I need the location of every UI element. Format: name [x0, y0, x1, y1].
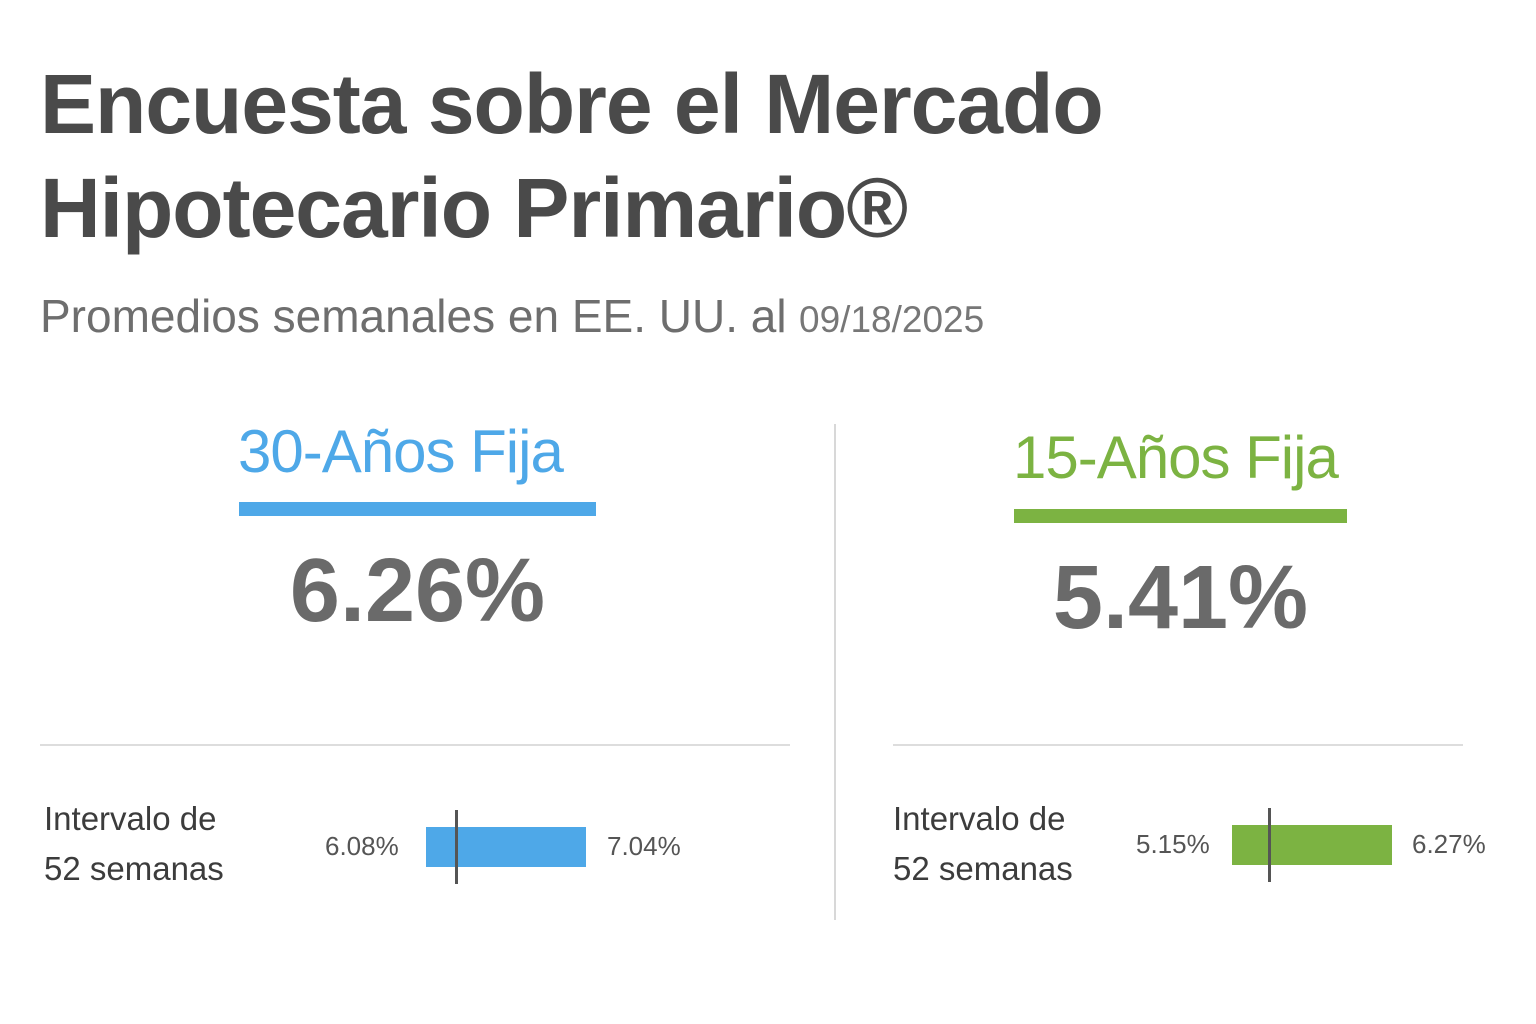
interval-label-line-2: 52 semanas: [44, 850, 224, 887]
interval-label-30-year: Intervalo de 52 semanas: [44, 794, 224, 894]
rate-underline-30-year: [239, 502, 596, 516]
page-subtitle: Promedios semanales en EE. UU. al 09/18/…: [40, 286, 984, 350]
panel-divider-30-year: [40, 744, 790, 746]
interval-label-15-year: Intervalo de 52 semanas: [893, 794, 1073, 894]
survey-date: 09/18/2025: [799, 299, 985, 340]
rate-underline-15-year: [1014, 509, 1347, 523]
interval-label-line-1: Intervalo de: [893, 800, 1066, 837]
page-title: Encuesta sobre el Mercado Hipotecario Pr…: [40, 52, 1240, 260]
rate-value-30-year: 6.26%: [289, 541, 546, 641]
panel-divider-15-year: [893, 744, 1463, 746]
interval-label-line-2: 52 semanas: [893, 850, 1073, 887]
current-rate-marker-30-year: [454, 810, 458, 884]
column-divider: [834, 424, 836, 920]
page-title-line-2: Hipotecario Primario®: [40, 161, 908, 255]
range-low-30-year: 6.08%: [325, 831, 399, 861]
range-high-30-year: 7.04%: [607, 831, 681, 861]
rate-label-30-year: 30-Años Fija: [238, 418, 564, 485]
current-rate-marker-15-year: [1267, 808, 1271, 882]
range-bar-15-year: [1232, 808, 1392, 882]
subtitle-text: Promedios semanales en EE. UU. al: [40, 290, 787, 342]
rate-value-15-year: 5.41%: [1052, 548, 1309, 648]
interval-label-line-1: Intervalo de: [44, 800, 217, 837]
range-low-15-year: 5.15%: [1136, 829, 1210, 859]
range-high-15-year: 6.27%: [1412, 829, 1486, 859]
range-bar-30-year: [426, 810, 586, 884]
rate-label-15-year: 15-Años Fija: [1013, 424, 1339, 491]
page-title-line-1: Encuesta sobre el Mercado: [40, 57, 1104, 151]
